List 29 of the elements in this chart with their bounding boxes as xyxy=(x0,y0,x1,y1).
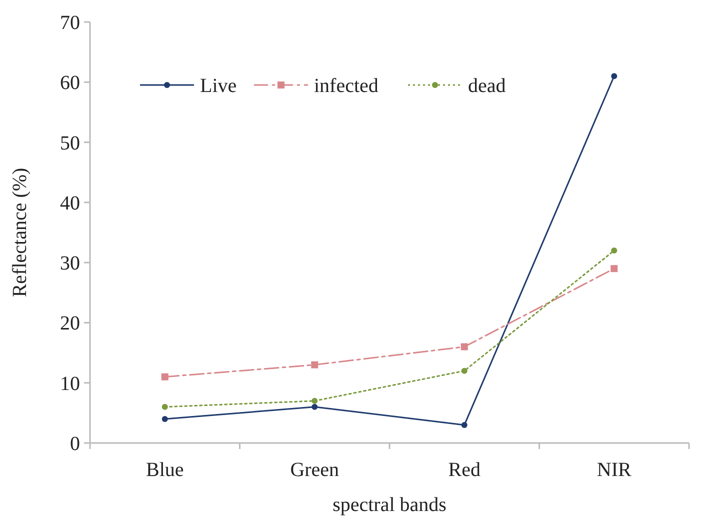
point xyxy=(461,368,468,374)
y-tick-label: 30 xyxy=(60,252,80,275)
x-tick-label: NIR xyxy=(596,459,632,481)
x-tick-label: Blue xyxy=(146,459,184,481)
x-axis-title: spectral bands xyxy=(332,494,447,516)
x-tick-label: Green xyxy=(290,459,340,481)
point xyxy=(312,404,318,410)
point xyxy=(162,404,168,410)
y-tick-label: 70 xyxy=(60,12,80,34)
point xyxy=(162,416,168,422)
y-tick-label: 50 xyxy=(60,132,80,154)
point xyxy=(311,361,318,368)
legend-label: infected xyxy=(314,75,378,97)
legend-label: Live xyxy=(200,75,237,97)
legend-label: dead xyxy=(468,75,506,97)
point xyxy=(610,265,618,272)
y-axis-title: Reflectance (%) xyxy=(9,168,31,298)
y-tick-label: 20 xyxy=(60,312,80,335)
y-tick-label: 0 xyxy=(70,433,80,455)
point xyxy=(611,248,618,254)
y-tick-label: 10 xyxy=(60,372,80,395)
point xyxy=(460,343,468,350)
point xyxy=(611,73,618,80)
point xyxy=(161,373,168,380)
point xyxy=(312,398,318,404)
point xyxy=(461,422,468,428)
y-tick-label: 60 xyxy=(60,72,80,94)
x-tick-label: Red xyxy=(448,459,480,481)
y-tick-label: 40 xyxy=(60,192,80,214)
